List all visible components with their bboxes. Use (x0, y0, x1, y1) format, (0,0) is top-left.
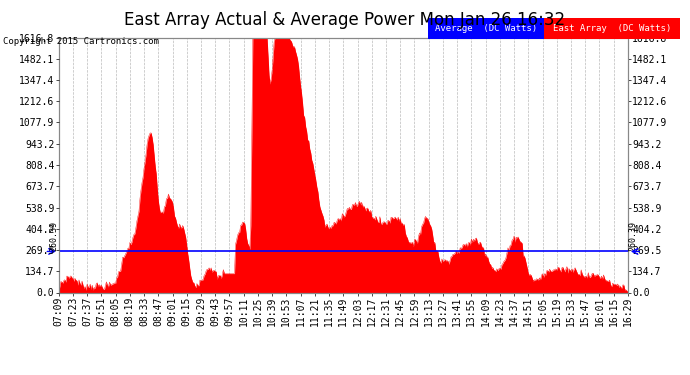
Bar (428, 18, 544, 39)
Text: Average  (DC Watts): Average (DC Watts) (435, 24, 537, 33)
Text: East Array Actual & Average Power Mon Jan 26 16:32: East Array Actual & Average Power Mon Ja… (124, 11, 566, 29)
Text: 260.39: 260.39 (49, 221, 58, 251)
Text: 260.39: 260.39 (629, 221, 638, 251)
Text: Copyright 2015 Cartronics.com: Copyright 2015 Cartronics.com (3, 38, 159, 46)
Bar (544, 18, 680, 39)
Text: East Array  (DC Watts): East Array (DC Watts) (553, 24, 671, 33)
